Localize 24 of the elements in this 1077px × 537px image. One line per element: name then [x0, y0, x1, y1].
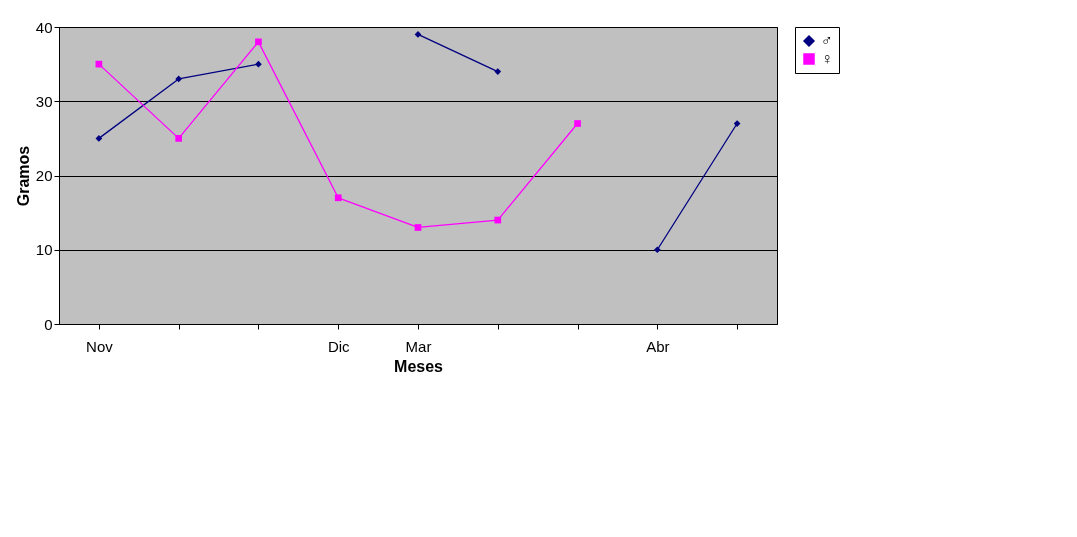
point — [255, 60, 262, 68]
point — [653, 246, 661, 254]
x-axis-title: Meses — [394, 357, 444, 375]
x-tick-label: Abr — [646, 337, 670, 355]
point — [494, 68, 502, 75]
legend-label: ♀ — [821, 50, 833, 67]
y-axis-title: Gramos — [14, 145, 32, 207]
x-tick-label: Nov — [86, 337, 114, 355]
point — [414, 224, 422, 231]
y-tick-label: 0 — [44, 315, 53, 333]
legend-label: ♂ — [821, 32, 833, 49]
x-tick-label: Dic — [327, 337, 351, 355]
point — [175, 135, 183, 142]
point — [574, 120, 581, 127]
point — [334, 194, 342, 202]
y-tick-label: 10 — [35, 241, 53, 259]
point — [494, 216, 502, 224]
y-tick-label: 30 — [35, 92, 53, 110]
y-tick-label: 40 — [35, 18, 53, 36]
point — [255, 38, 262, 46]
y-tick-label: 20 — [35, 167, 53, 184]
x-tick-label: Mar — [405, 337, 432, 355]
point — [95, 135, 103, 142]
point — [175, 75, 183, 83]
